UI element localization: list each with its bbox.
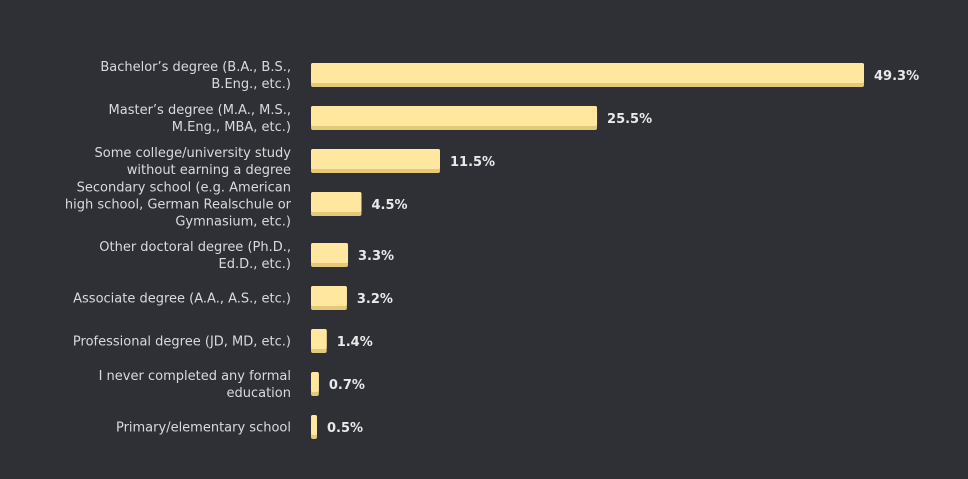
bars-layer: 49.3% Bachelor’s degree (B.A., B.S., B.Eng… <box>65 60 919 439</box>
bar <box>311 149 440 169</box>
bar <box>311 106 598 126</box>
category-label: Bachelor’s degree (B.A., B.S., B.Eng., et… <box>100 60 291 92</box>
value-label: 0.7% <box>329 378 365 393</box>
value-label: 25.5% <box>607 112 652 127</box>
bar <box>311 286 347 306</box>
bar <box>311 63 864 83</box>
category-label: Professional degree (JD, MD, etc.) <box>73 335 291 350</box>
bar <box>311 372 319 392</box>
category-label: Associate degree (A.A., A.S., etc.) <box>73 292 291 307</box>
category-label: Primary/elementary school <box>116 421 291 436</box>
category-label: Other doctoral degree (Ph.D., Ed.D., etc.… <box>99 240 291 272</box>
bar <box>311 192 362 212</box>
value-label: 4.5% <box>371 198 407 213</box>
value-label: 1.4% <box>337 335 373 350</box>
category-label: Master’s degree (M.A., M.S., M.Eng., MBA,… <box>109 103 291 135</box>
value-label: 3.2% <box>357 292 393 307</box>
category-label: Secondary school (e.g. American high scho… <box>65 181 292 230</box>
value-label: 11.5% <box>450 155 495 170</box>
bar <box>311 415 317 435</box>
category-label: I never completed any formal education <box>99 369 291 401</box>
bar <box>311 329 327 349</box>
value-label: 0.5% <box>327 421 363 436</box>
value-label: 3.3% <box>358 249 394 264</box>
bar <box>311 243 349 263</box>
value-label: 49.3% <box>874 69 919 84</box>
category-label: Some college/university study without ear… <box>95 146 292 178</box>
